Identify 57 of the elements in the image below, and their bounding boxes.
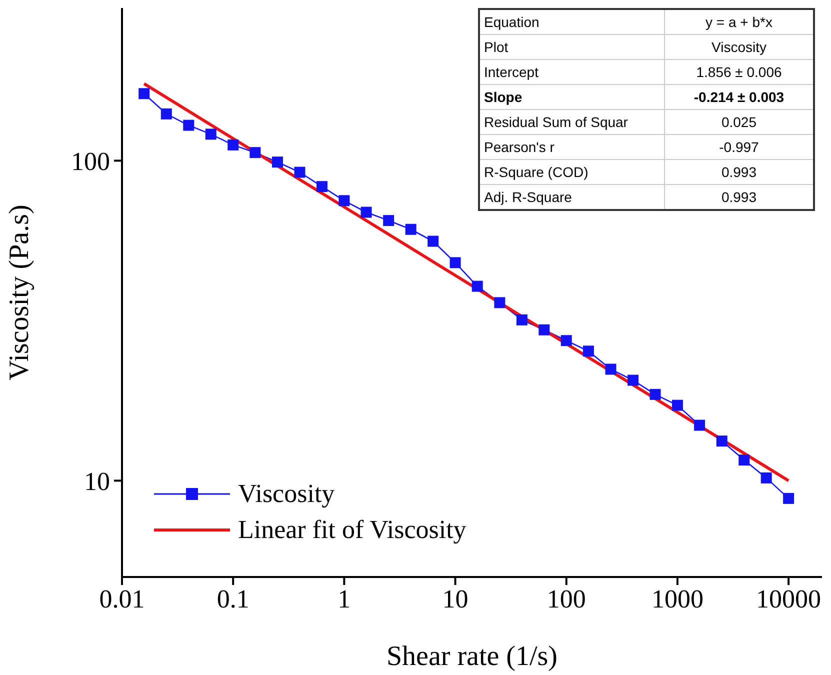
annotation: Pearson's r [479,134,664,160]
annotation: 0.993 [664,184,814,210]
point [672,400,683,411]
point [383,215,394,226]
annotation: Equation [479,9,664,34]
point [272,156,283,168]
point [138,88,150,100]
point [494,297,506,308]
point [428,236,439,247]
point [783,492,794,504]
annotation: 1.856 ± 0.006 [664,60,814,84]
point [228,139,239,150]
point [160,108,172,120]
point [205,128,216,140]
legend-label: Linear fit of Viscosity [238,515,466,545]
x-axis-title: Shear rate (1/s) [386,641,558,672]
annotation: y = a + b*x [664,9,814,34]
annotation: Viscosity [664,34,814,60]
x-tick-label: 100 [546,584,586,614]
point [582,346,594,357]
point [538,324,550,336]
point [405,224,416,235]
point [360,206,372,218]
point [516,314,528,326]
point [250,147,261,158]
annotation: -0.997 [664,134,814,160]
annotation: Adj. R-Square [479,184,664,210]
x-tick-label: 10000 [756,584,822,614]
legend-label: Viscosity [238,479,335,509]
annotation: R-Square (COD) [479,160,664,184]
point [716,436,728,447]
point [628,374,639,386]
point [450,257,461,268]
annotation: -0.214 ± 0.003 [664,84,814,110]
point [560,335,572,346]
annotation: Slope [479,84,664,110]
point [338,195,350,206]
point [183,120,194,131]
x-tick-label: 1 [338,584,351,614]
y-axis-title: Viscosity (Pa.s) [4,204,35,380]
point [694,420,706,431]
annotation: 0.993 [664,160,814,184]
x-tick-label: 10 [442,584,468,614]
point [472,280,483,292]
point [650,388,661,400]
annotation: Plot [479,34,664,60]
point [294,166,306,178]
x-tick-label: 0.01 [99,584,145,614]
x-tick-label: 0.1 [216,584,250,614]
annotation: 0.025 [664,110,814,134]
annotation: Residual Sum of Squar [479,110,664,134]
point [605,364,616,375]
annotation: Intercept [479,60,664,84]
point [760,472,772,484]
x-tick-label: 1000 [651,584,704,614]
point [738,454,750,466]
point [316,181,328,192]
